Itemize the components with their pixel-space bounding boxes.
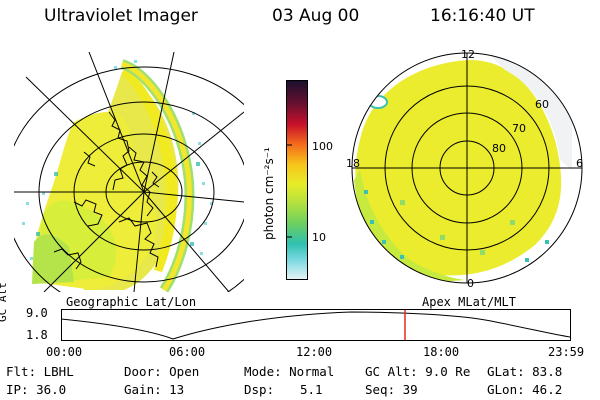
filter-info: Flt: LBHL: [6, 364, 74, 379]
seq-info: Seq: 39: [365, 382, 418, 397]
mlt-label-18: 18: [346, 157, 360, 170]
mlat-label-80: 80: [492, 142, 506, 155]
glat-info: GLat: 83.8: [487, 364, 563, 379]
mode-info: Mode: Normal: [244, 364, 335, 379]
geographic-image: [14, 52, 244, 292]
timeline-xtick-0600: 06:00: [169, 345, 206, 359]
mlat-label-60: 60: [535, 98, 549, 111]
timeline-ylabel: GC Alt: [0, 282, 9, 322]
dsp-value: 5.1: [300, 382, 323, 397]
timeline-xtick-2359: 23:59: [548, 345, 585, 359]
time-label: 16:16:40 UT: [430, 6, 535, 26]
timeline-ytick-bottom: 1.8: [26, 328, 48, 342]
mlt-label-0: 0: [467, 277, 474, 290]
apex-caption: Apex MLat/MLT: [422, 295, 516, 309]
instrument-title: Ultraviolet Imager: [44, 6, 198, 26]
mlt-label-6: 6: [576, 157, 583, 170]
colorbar: [286, 80, 308, 280]
mlt-label-12: 12: [461, 48, 475, 61]
geographic-caption: Geographic Lat/Lon: [66, 295, 197, 309]
ip-info: IP: 36.0: [6, 382, 67, 397]
timeline-xtick-1200: 12:00: [296, 345, 333, 359]
dsp-label: Dsp:: [244, 382, 275, 397]
altitude-timeline: [61, 309, 571, 341]
mlat-label-70: 70: [512, 122, 526, 135]
timeline-xtick-0000: 00:00: [46, 345, 83, 359]
date-label: 03 Aug 00: [272, 6, 360, 26]
colorbar-tick-10: 10: [312, 231, 326, 244]
gc-alt-info: GC Alt: 9.0 Re: [365, 364, 471, 379]
timeline-ytick-top: 9.0: [26, 306, 48, 320]
door-info: Door: Open: [124, 364, 200, 379]
glon-info: GLon: 46.2: [487, 382, 563, 397]
apex-image: [351, 52, 583, 284]
colorbar-tick-100: 100: [312, 140, 333, 153]
colorbar-unit-label: photon cm⁻²s⁻¹: [262, 147, 276, 240]
gain-info: Gain: 13: [124, 382, 185, 397]
timeline-xtick-1800: 18:00: [423, 345, 460, 359]
